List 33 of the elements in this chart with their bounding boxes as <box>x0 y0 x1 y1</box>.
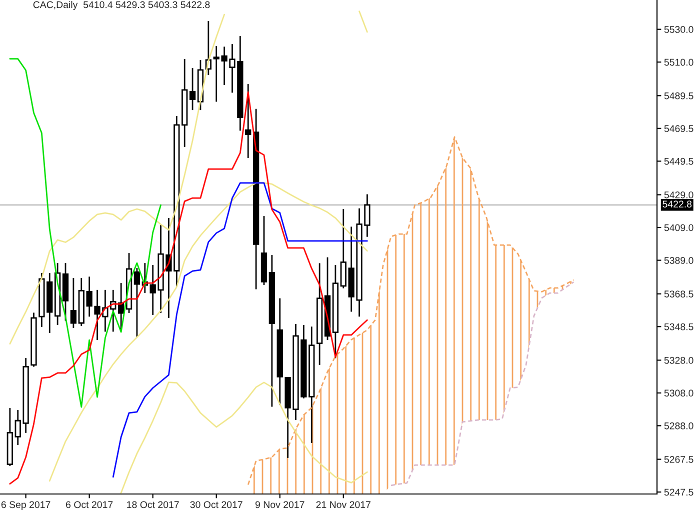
line-series <box>120 382 368 494</box>
y-tick-label: 5308.0 <box>664 390 694 397</box>
x-tick-label: 18 Oct 2017 <box>127 501 179 508</box>
candlestick <box>70 277 77 329</box>
candlestick <box>189 67 196 111</box>
x-tick-label: 6 Sep 2017 <box>1 501 50 510</box>
line-series <box>112 182 368 478</box>
y-tick-label: 5469.5 <box>664 125 694 132</box>
y-tick-label: 5449.5 <box>664 158 694 165</box>
y-tick-label: 5348.5 <box>664 323 694 330</box>
candlestick <box>134 267 140 338</box>
line-series <box>390 281 574 486</box>
y-tick-label: 5328.0 <box>664 356 694 364</box>
y-tick-label: 5247.5 <box>664 488 694 496</box>
candlestick <box>245 83 252 159</box>
x-tick-label: 21 Nov 2017 <box>316 501 370 508</box>
line-series <box>9 91 368 485</box>
y-tick-label: 5288.0 <box>664 422 694 430</box>
line-series <box>9 58 162 408</box>
y-tick-label: 5368.5 <box>664 290 694 298</box>
y-tick-label: 5429.0 <box>664 191 694 198</box>
x-tick-label: 30 Oct 2017 <box>190 501 242 508</box>
ref-line-label: 5422.8 <box>662 200 692 208</box>
y-tick-label: 5389.0 <box>664 257 694 264</box>
y-tick-label: 5267.5 <box>664 456 694 463</box>
y-tick-label: 5489.5 <box>664 92 694 100</box>
x-tick-label: 9 Nov 2017 <box>255 501 304 508</box>
y-tick-label: 5510.0 <box>664 58 694 66</box>
x-tick-label: 6 Oct 2017 <box>66 501 113 508</box>
y-tick-label: 5409.0 <box>664 224 694 232</box>
chart-title: CAC,Daily 5410.4 5429.3 5403.3 5422.8 <box>33 0 210 10</box>
line-series <box>48 182 368 482</box>
y-tick-label: 5530.0 <box>664 26 694 33</box>
